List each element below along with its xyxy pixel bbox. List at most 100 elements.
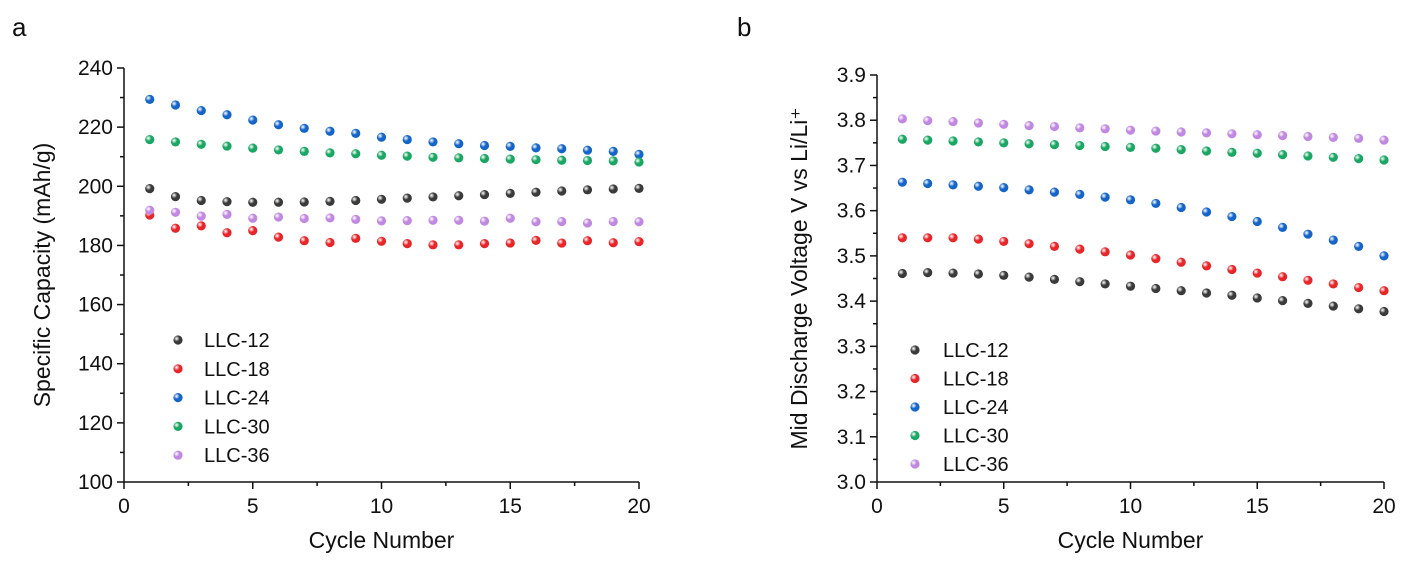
- data-point: [557, 144, 567, 154]
- legend-label: LLC-12: [204, 330, 270, 352]
- data-point: [376, 236, 387, 246]
- legend-label: LLC-36: [204, 445, 270, 467]
- data-point: [973, 234, 984, 244]
- data-point: [582, 145, 593, 155]
- data-point: [351, 149, 361, 159]
- data-point: [999, 270, 1009, 280]
- data-point: [376, 194, 387, 204]
- panel-label: a: [12, 12, 27, 42]
- data-point: [1227, 290, 1237, 300]
- y-axis-title: Specific Capacity (mAh/g): [29, 143, 55, 408]
- data-point: [634, 157, 644, 167]
- data-point: [1100, 124, 1110, 134]
- data-point: [1328, 152, 1338, 162]
- data-point: [1278, 272, 1288, 282]
- data-point: [582, 218, 593, 228]
- data-point: [1201, 146, 1212, 156]
- data-point: [634, 149, 644, 159]
- x-tick-label: 5: [247, 495, 259, 518]
- data-point: [273, 212, 284, 222]
- data-point: [248, 143, 258, 153]
- data-point: [1024, 139, 1034, 149]
- data-point: [897, 233, 907, 243]
- data-point: [1100, 279, 1110, 289]
- y-tick-label: 160: [78, 294, 113, 317]
- data-point: [325, 213, 335, 223]
- data-point: [1278, 149, 1288, 160]
- y-tick-label: 100: [78, 471, 113, 494]
- data-point: [973, 137, 984, 147]
- data-point: [402, 151, 412, 161]
- data-point: [999, 119, 1009, 129]
- data-point: [1176, 286, 1186, 296]
- data-point: [1227, 147, 1237, 157]
- data-point: [1151, 283, 1161, 294]
- x-tick-label: 10: [370, 495, 393, 518]
- series-llc-30: [145, 134, 644, 167]
- data-point: [402, 193, 412, 203]
- data-point: [557, 216, 567, 227]
- data-point: [454, 215, 464, 225]
- series-llc-30: [897, 134, 1389, 165]
- data-point: [299, 236, 309, 246]
- legend: LLC-12 LLC-18 LLC-24 LLC-30 LLC-36: [173, 330, 270, 467]
- data-point: [1125, 281, 1136, 291]
- x-axis-title: Cycle Number: [1058, 527, 1204, 553]
- data-point: [505, 188, 515, 198]
- data-point: [170, 192, 181, 202]
- data-point: [1100, 247, 1110, 257]
- data-point: [1075, 123, 1085, 133]
- data-point: [1252, 216, 1262, 227]
- data-point: [351, 214, 361, 225]
- data-point: [1278, 296, 1288, 306]
- legend: LLC-12 LLC-18 LLC-24 LLC-30 LLC-36: [910, 340, 1009, 476]
- data-point: [299, 213, 309, 224]
- data-point: [608, 184, 618, 194]
- data-point: [1125, 250, 1136, 260]
- legend-label: LLC-24: [943, 397, 1009, 419]
- data-point: [454, 191, 464, 201]
- data-point: [923, 233, 933, 243]
- data-point: [897, 177, 907, 187]
- data-point: [145, 205, 155, 215]
- data-point: [1125, 125, 1136, 135]
- data-point: [1328, 235, 1338, 245]
- data-point: [1328, 279, 1338, 289]
- data-point: [634, 183, 644, 193]
- data-point: [1049, 187, 1060, 197]
- legend-marker: [910, 345, 920, 355]
- data-point: [222, 228, 232, 238]
- data-point: [1176, 202, 1186, 213]
- legend-marker: [910, 430, 920, 441]
- data-point: [1024, 185, 1034, 195]
- data-point: [923, 135, 933, 145]
- panel-label: b: [737, 12, 751, 42]
- data-point: [1278, 130, 1288, 141]
- data-point: [248, 213, 258, 223]
- data-point: [1151, 143, 1161, 153]
- x-tick-label: 0: [118, 495, 130, 518]
- data-point: [196, 211, 206, 221]
- data-point: [948, 180, 958, 190]
- data-point: [170, 207, 181, 217]
- legend-label: LLC-18: [204, 359, 270, 381]
- data-point: [1354, 282, 1364, 293]
- data-point: [948, 116, 958, 127]
- data-point: [1328, 301, 1338, 311]
- data-point: [1125, 142, 1136, 152]
- data-point: [170, 223, 181, 233]
- data-point: [428, 152, 438, 162]
- data-point: [1024, 121, 1034, 131]
- data-point: [1303, 229, 1313, 239]
- data-point: [376, 132, 387, 142]
- data-point: [1252, 148, 1262, 158]
- data-point: [973, 269, 984, 279]
- data-point: [1100, 141, 1110, 152]
- legend-marker: [173, 393, 183, 403]
- x-tick-label: 15: [499, 495, 522, 518]
- data-point: [222, 197, 232, 207]
- legend-label: LLC-18: [943, 369, 1009, 391]
- y-tick-label: 3.3: [837, 335, 866, 358]
- y-tick-label: 3.2: [837, 381, 866, 404]
- x-tick-label: 10: [1119, 495, 1142, 518]
